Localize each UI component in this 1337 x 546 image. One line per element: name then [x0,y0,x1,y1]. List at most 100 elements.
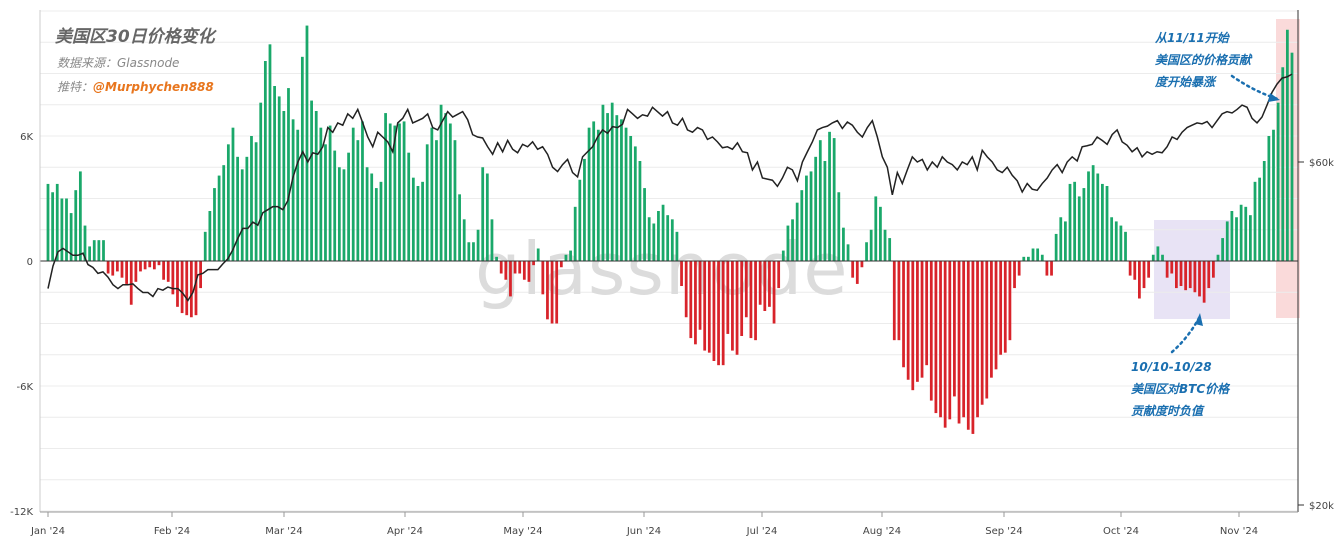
bar-positive [1077,196,1081,261]
bar-positive [536,248,540,261]
bar-positive [1068,183,1072,261]
bar-positive [379,181,383,261]
bar-positive [388,123,392,261]
bar-positive [305,25,309,261]
bar-positive [213,188,216,261]
bar-positive [259,102,263,261]
bar-positive [1040,254,1044,261]
bar-positive [814,156,818,261]
bar-negative [684,261,688,318]
bar-positive [1244,206,1248,261]
bar-negative [721,261,725,366]
bar-positive [1156,246,1160,261]
bar-negative [518,261,522,274]
bar-positive [1124,231,1127,261]
bar-positive [809,171,813,261]
bar-negative [189,261,193,318]
bar-positive [1087,171,1090,261]
bar-negative [1013,261,1016,289]
bar-negative [1193,261,1197,293]
chart-title: 美国区30日价格变化 [55,27,218,47]
bar-series [46,25,1294,434]
bar-negative [777,261,781,289]
bar-negative [943,261,947,428]
bar-positive [1267,136,1271,261]
bar-positive [1253,181,1257,261]
bar-negative [504,261,508,280]
bar-positive [60,198,64,261]
bar-positive [1258,177,1262,261]
bar-positive [467,242,471,261]
bar-negative [129,261,133,305]
x-tick-label: Apr '24 [387,526,423,537]
annotation-nov-line-1: 从11/11开始 [1154,31,1231,45]
bar-positive [800,190,804,261]
bar-positive [1161,254,1164,261]
bar-positive [231,127,235,261]
bar-positive [1036,248,1040,261]
bar-negative [897,261,901,341]
bar-positive [287,88,290,261]
left-tick-label: -12K [10,507,33,518]
bar-positive [102,240,105,261]
bar-negative [731,261,734,351]
bar-positive [374,188,378,261]
gridlines [40,10,1298,512]
bar-negative [125,261,128,284]
bar-positive [481,167,485,261]
bar-positive [657,211,660,261]
bar-positive [846,244,850,261]
x-tick-label: Sep '24 [985,526,1023,537]
bar-positive [638,161,642,261]
bar-positive [277,96,281,261]
bar-negative [1207,261,1211,289]
bar-negative [929,261,933,401]
annotation-oct-line-2: 美国区对BTC价格 [1131,382,1231,396]
bar-positive [485,173,489,261]
x-tick-label: Jun '24 [626,526,661,537]
bar-negative [194,261,198,316]
bar-positive [1082,188,1086,261]
bar-positive [1110,217,1114,261]
bar-negative [550,261,554,324]
bar-positive [88,246,91,261]
bar-positive [1262,161,1266,261]
bar-negative [180,261,184,314]
bar-negative [111,261,115,276]
bar-positive [65,198,68,261]
bar-positive [222,165,226,261]
bar-negative [855,261,859,284]
bar-positive [647,217,651,261]
bar-positive [1276,102,1280,261]
bar-positive [273,86,276,261]
bar-negative [689,261,693,339]
bar-negative [911,261,915,391]
bar-positive [1064,221,1067,261]
bar-positive [291,119,295,261]
bar-positive [610,102,614,261]
bar-positive [661,204,665,261]
bar-negative [860,261,864,268]
bar-positive [837,192,841,261]
bar-positive [1031,248,1035,261]
bar-negative [1198,261,1201,297]
bar-positive [361,121,364,261]
bar-positive [342,169,346,261]
bar-positive [384,113,387,261]
bar-negative [744,261,748,318]
bar-positive [217,175,221,261]
bar-positive [236,156,239,261]
bar-negative [712,261,716,361]
bar-positive [620,119,623,261]
bar-positive [791,219,794,261]
bar-positive [421,181,424,261]
bar-negative [522,261,526,280]
bar-negative [134,261,138,282]
bar-positive [805,175,808,261]
bar-positive [596,129,600,261]
bar-negative [957,261,961,424]
bar-positive [398,123,401,261]
bar-positive [874,196,878,261]
bar-negative [1133,261,1137,280]
bar-negative [717,261,720,366]
